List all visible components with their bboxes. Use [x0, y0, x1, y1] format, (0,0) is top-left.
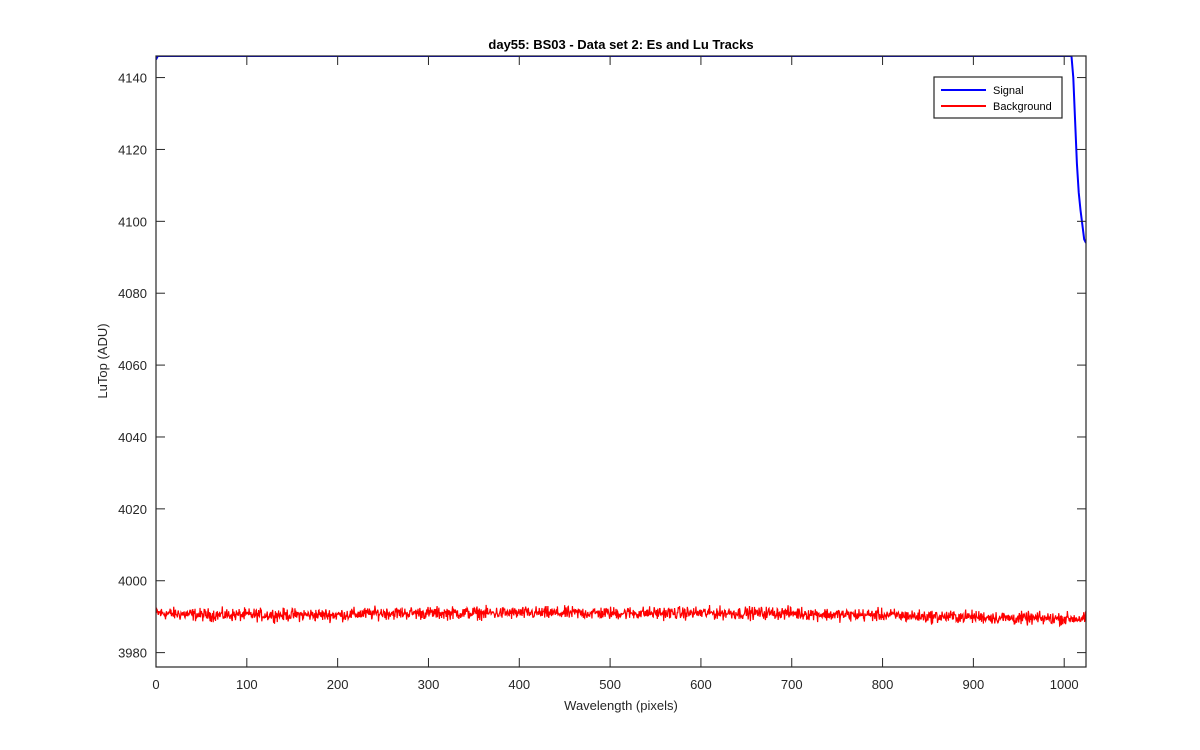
legend: Signal Background	[933, 76, 1063, 119]
axes-layer: 0 100 200 300 400 500 600 700 800 900 1000 3980 4000…	[118, 55, 1087, 692]
x-axis-label: Wavelength (pixels)	[564, 698, 678, 713]
y-tick-label: 4060	[118, 358, 147, 373]
x-tick-label: 500	[599, 677, 621, 692]
y-tick-label: 4100	[118, 214, 147, 229]
x-tick-label: 800	[872, 677, 894, 692]
y-tick-label: 4080	[118, 286, 147, 301]
legend-label-background: Background	[993, 101, 1052, 113]
y-tick-label: 4040	[118, 430, 147, 445]
x-tick-label: 400	[508, 677, 530, 692]
axes-box	[155, 55, 1087, 668]
x-tick-label: 300	[418, 677, 440, 692]
series-layer	[156, 56, 1086, 628]
x-tick-label: 700	[781, 677, 803, 692]
x-tick-label: 900	[963, 677, 985, 692]
x-tick-label: 100	[236, 677, 258, 692]
chart-title: day55: BS03 - Data set 2: Es and Lu Trac…	[488, 37, 753, 52]
y-tick-label: 4000	[118, 574, 147, 589]
legend-box	[933, 76, 1063, 119]
series-background-line	[156, 604, 1086, 628]
y-tick-label: 4140	[118, 71, 147, 86]
y-tick-label: 3980	[118, 646, 147, 661]
x-tick-label: 600	[690, 677, 712, 692]
series-signal-line	[156, 56, 1086, 244]
x-tick-label: 0	[152, 677, 159, 692]
y-tick-label: 4120	[118, 142, 147, 157]
y-axis-label: LuTop (ADU)	[95, 323, 110, 398]
x-tick-label: 200	[327, 677, 349, 692]
plot-area	[156, 56, 1086, 667]
x-tick-label: 1000	[1050, 677, 1079, 692]
y-tick-label: 4020	[118, 502, 147, 517]
legend-label-signal: Signal	[993, 85, 1024, 97]
